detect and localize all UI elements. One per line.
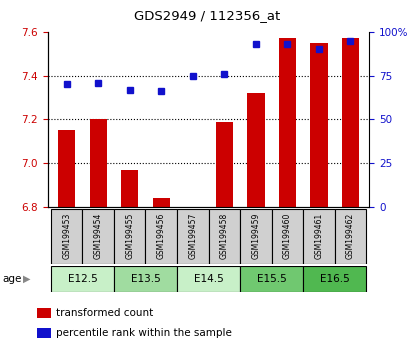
Bar <box>271 209 303 264</box>
Text: age: age <box>2 274 22 284</box>
Text: GSM199455: GSM199455 <box>125 213 134 259</box>
Bar <box>216 122 233 207</box>
Bar <box>83 209 114 264</box>
Text: GSM199453: GSM199453 <box>62 213 71 259</box>
Text: GSM199462: GSM199462 <box>346 213 355 259</box>
Bar <box>51 209 83 264</box>
Bar <box>90 119 107 207</box>
Text: GSM199456: GSM199456 <box>157 213 166 259</box>
Bar <box>303 209 334 264</box>
Bar <box>114 209 146 264</box>
Text: GSM199459: GSM199459 <box>251 213 260 259</box>
Bar <box>240 266 303 292</box>
Bar <box>247 93 264 207</box>
Text: GDS2949 / 112356_at: GDS2949 / 112356_at <box>134 9 281 22</box>
Bar <box>177 266 240 292</box>
Text: E14.5: E14.5 <box>194 274 223 284</box>
Bar <box>279 39 296 207</box>
Bar <box>58 130 75 207</box>
Text: E12.5: E12.5 <box>68 274 97 284</box>
Text: E15.5: E15.5 <box>257 274 286 284</box>
Bar <box>51 266 114 292</box>
Text: percentile rank within the sample: percentile rank within the sample <box>56 328 232 338</box>
Text: transformed count: transformed count <box>56 308 153 318</box>
Bar <box>114 266 177 292</box>
Text: GSM199460: GSM199460 <box>283 213 292 259</box>
Text: GSM199454: GSM199454 <box>94 213 103 259</box>
Text: E16.5: E16.5 <box>320 274 349 284</box>
Text: GSM199461: GSM199461 <box>315 213 323 259</box>
Text: ▶: ▶ <box>23 274 30 284</box>
Bar <box>303 266 366 292</box>
Text: GSM199458: GSM199458 <box>220 213 229 259</box>
Bar <box>146 209 177 264</box>
Bar <box>240 209 271 264</box>
Bar <box>334 209 366 264</box>
Text: GSM199457: GSM199457 <box>188 213 197 259</box>
Text: E13.5: E13.5 <box>131 274 160 284</box>
Bar <box>177 209 209 264</box>
Bar <box>342 39 359 207</box>
Bar <box>209 209 240 264</box>
Bar <box>121 170 138 207</box>
Bar <box>310 43 327 207</box>
Bar <box>153 198 170 207</box>
